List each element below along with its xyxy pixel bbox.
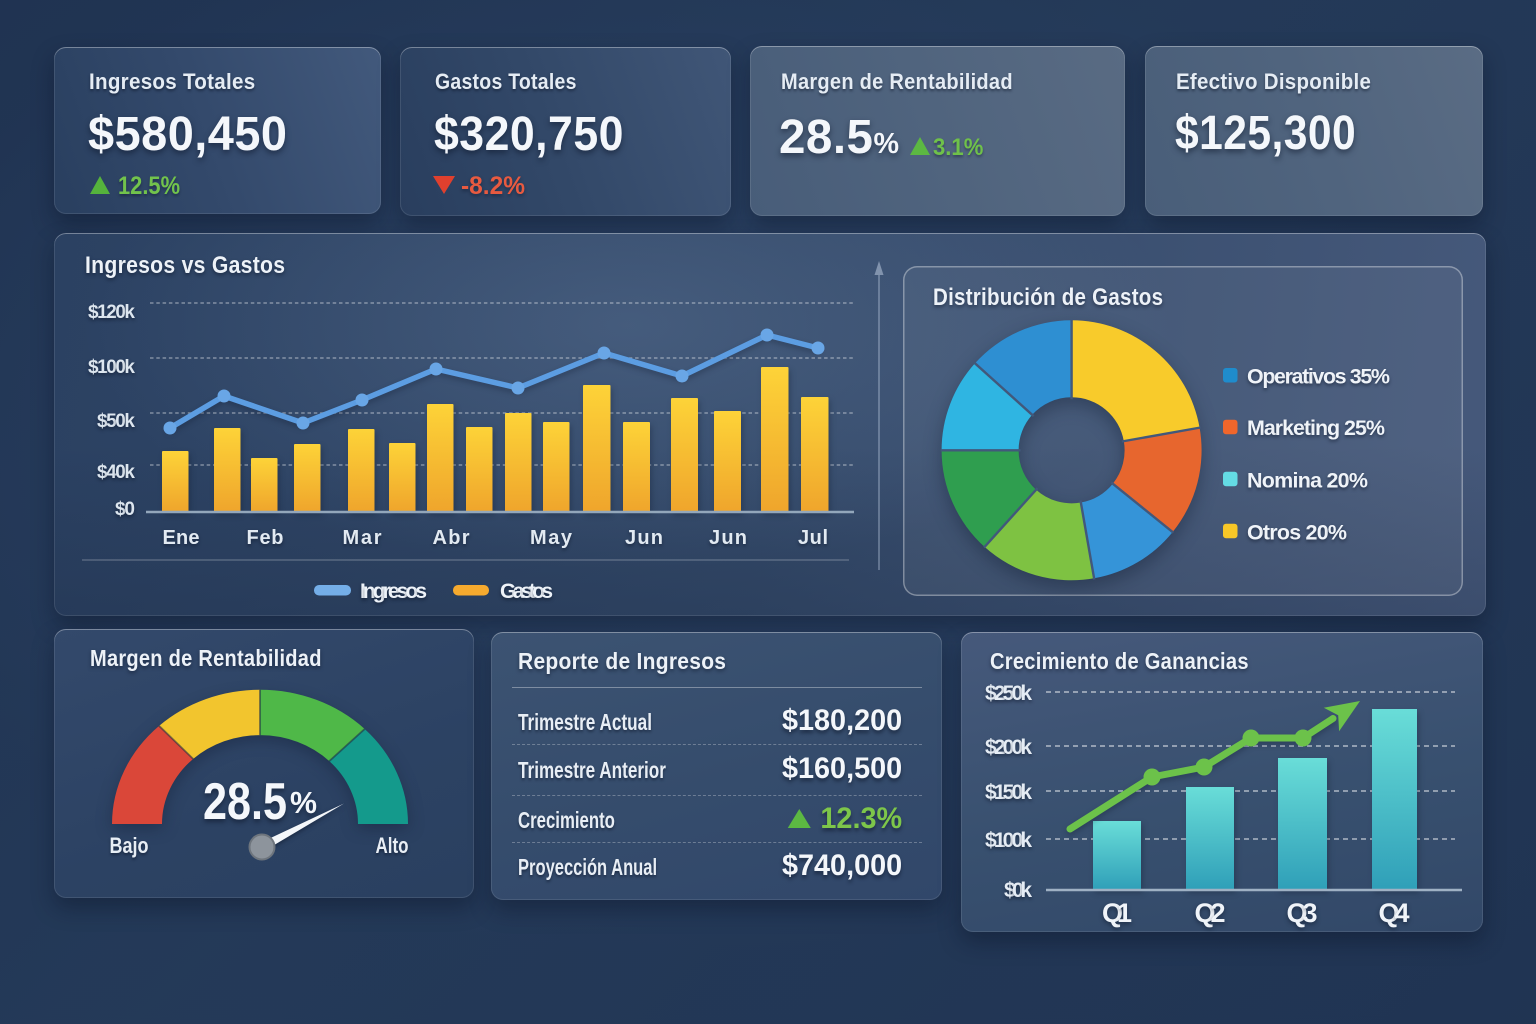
svg-text:Jun: Jun [625,527,663,549]
svg-text:Q1: Q1 [1102,898,1132,928]
svg-text:Feb: Feb [247,527,284,549]
svg-text:Gastos: Gastos [500,580,553,603]
svg-text:Jul: Jul [798,527,828,549]
svg-text:Q2: Q2 [1195,898,1226,928]
svg-text:Mar: Mar [343,527,382,549]
svg-text:Bajo: Bajo [110,833,149,858]
svg-text:Ingresos: Ingresos [360,580,427,603]
svg-text:Q4: Q4 [1379,898,1410,928]
svg-text:Ene: Ene [163,527,200,549]
svg-text:$50k: $50k [97,411,135,432]
svg-text:Abr: Abr [433,527,470,549]
svg-text:Marketing 25%: Marketing 25% [1247,416,1385,440]
svg-text:May: May [530,527,573,549]
svg-text:Operativos 35%: Operativos 35% [1247,365,1390,389]
svg-text:$250k: $250k [985,682,1032,705]
svg-text:Nomina 20%: Nomina 20% [1247,468,1368,492]
svg-text:Jun: Jun [709,527,747,549]
svg-text:$0k: $0k [1004,879,1032,902]
svg-text:$120k: $120k [88,302,135,323]
svg-text:$0: $0 [115,499,135,520]
svg-text:28.5: 28.5 [203,773,287,831]
svg-text:$100k: $100k [985,829,1032,852]
svg-text:$200k: $200k [985,736,1032,759]
svg-text:Alto: Alto [376,833,409,858]
svg-text:Otros 20%: Otros 20% [1247,520,1347,544]
svg-text:$40k: $40k [97,462,135,483]
svg-text:Q3: Q3 [1287,898,1318,928]
svg-text:$100k: $100k [88,357,135,378]
svg-text:$150k: $150k [985,781,1032,804]
svg-text:%: % [290,785,317,820]
